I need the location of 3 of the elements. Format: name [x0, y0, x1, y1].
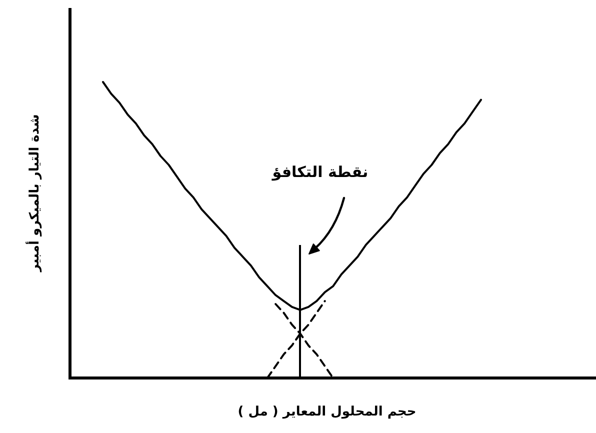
y-axis-title: شدة التيار بالميكرو أمبير — [25, 114, 42, 273]
annotation: نقطة التكافؤ — [271, 162, 368, 181]
x-axis-title: حجم المحلول المعاير ( مل ) — [238, 404, 416, 420]
